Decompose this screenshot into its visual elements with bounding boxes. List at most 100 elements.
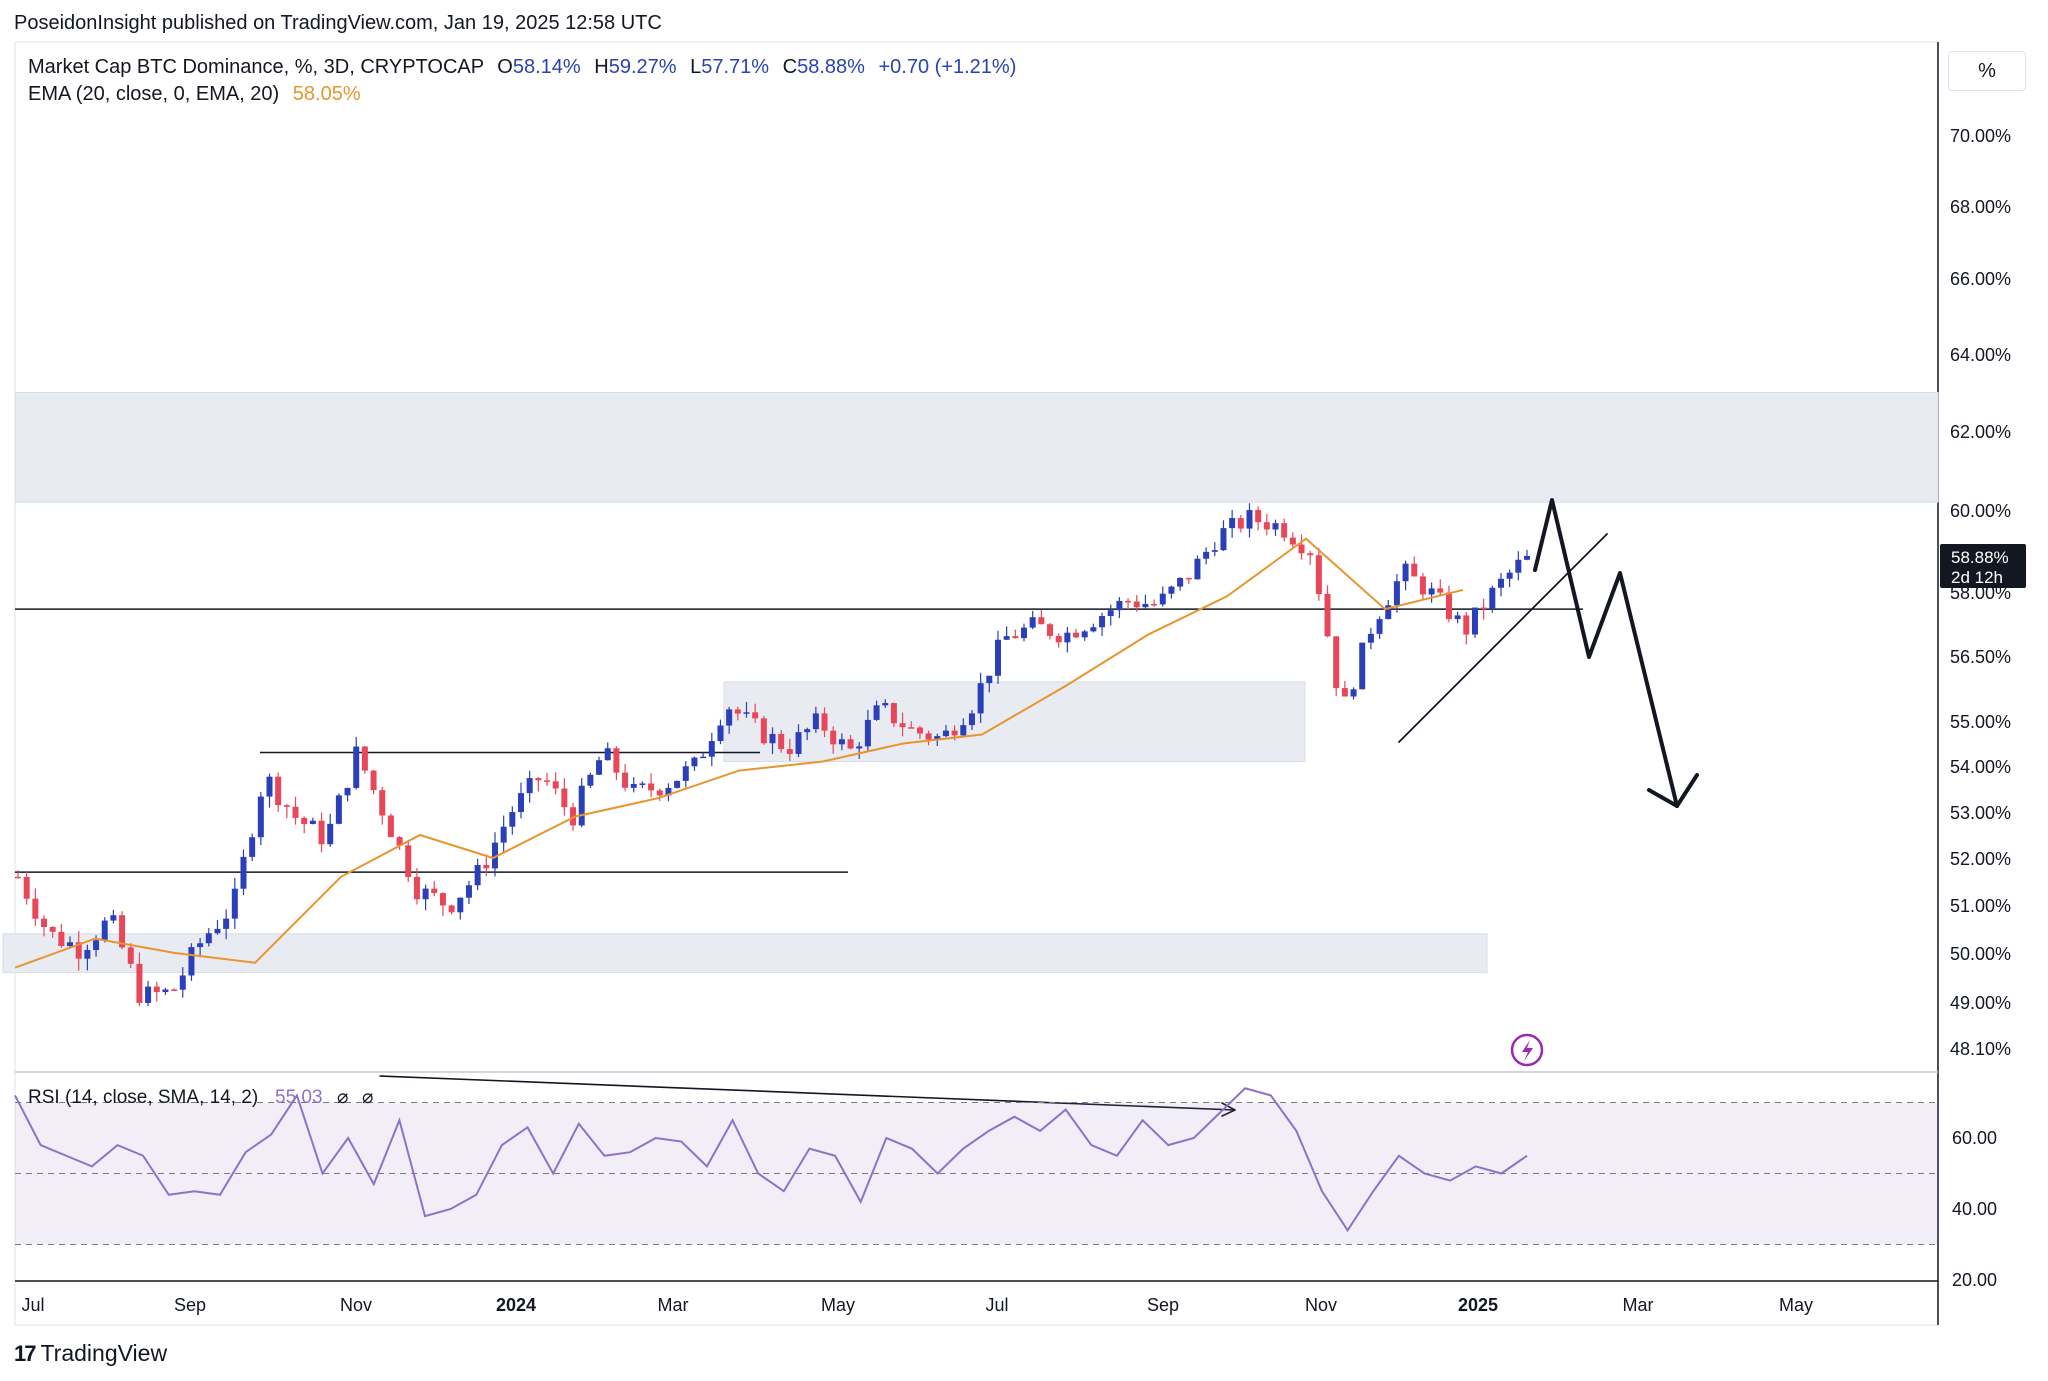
projection-arrowhead[interactable] [1647,773,1699,808]
candle[interactable] [613,746,620,781]
candle[interactable] [821,707,828,738]
candle[interactable] [500,815,507,853]
candle[interactable] [58,923,65,948]
candle[interactable] [1029,610,1036,630]
candle[interactable] [110,909,117,924]
candle[interactable] [717,719,724,745]
candle[interactable] [483,854,490,877]
candle[interactable] [882,699,889,709]
candle[interactable] [84,944,91,971]
candle[interactable] [1333,636,1340,697]
candle[interactable] [49,926,56,938]
candle[interactable] [240,849,247,896]
candle[interactable] [847,734,854,750]
candle[interactable] [283,804,290,819]
candle[interactable] [1038,609,1045,625]
candle[interactable] [1341,681,1348,697]
candle[interactable] [387,813,394,838]
lightning-icon[interactable] [1510,1033,1544,1067]
candle[interactable] [1211,542,1218,557]
candle[interactable] [1151,599,1158,607]
candle[interactable] [769,727,776,755]
candle[interactable] [743,702,750,718]
candle[interactable] [15,870,21,879]
candle[interactable] [899,712,906,737]
candle[interactable] [413,868,420,905]
candle[interactable] [916,725,923,739]
candle[interactable] [1246,503,1253,538]
candle[interactable] [439,892,446,917]
candle[interactable] [1237,514,1244,533]
candle[interactable] [986,675,993,693]
candle[interactable] [778,729,785,753]
candle[interactable] [1133,594,1140,612]
candle[interactable] [327,813,334,847]
candle[interactable] [1194,555,1201,580]
candle[interactable] [786,738,793,761]
candle[interactable] [1159,586,1166,607]
candle[interactable] [925,730,932,746]
candle[interactable] [1064,627,1071,653]
candle[interactable] [1350,687,1357,700]
candle[interactable] [214,919,221,935]
rsi-divergence-line[interactable] [379,1075,1236,1111]
candle[interactable] [1419,573,1426,600]
candle[interactable] [23,871,30,905]
candle[interactable] [804,727,811,741]
candle[interactable] [1203,547,1210,565]
candle[interactable] [1367,627,1374,650]
candle[interactable] [1055,633,1062,648]
candle[interactable] [145,980,152,1006]
candle[interactable] [1107,604,1114,626]
candle[interactable] [465,880,472,905]
candle[interactable] [1220,520,1227,552]
candle[interactable] [890,702,897,728]
candle[interactable] [153,981,160,1002]
candle[interactable] [457,897,464,920]
candle[interactable] [535,777,542,792]
candle[interactable] [795,724,802,758]
candle[interactable] [162,987,169,995]
candle[interactable] [405,839,412,882]
candle[interactable] [188,943,195,981]
candle[interactable] [1090,623,1097,633]
candle[interactable] [127,943,134,969]
candle[interactable] [448,904,455,915]
projection-path[interactable] [1533,498,1679,808]
candle[interactable] [726,706,733,734]
candle[interactable] [491,832,498,877]
candle[interactable] [1177,577,1184,591]
candle[interactable] [752,703,759,723]
symbol-title[interactable]: Market Cap BTC Dominance, %, 3D, CRYPTOC… [28,56,484,78]
candle[interactable] [691,756,698,771]
candle[interactable] [1047,622,1054,640]
candle[interactable] [856,742,863,759]
candle[interactable] [1376,616,1383,639]
candle[interactable] [1385,599,1392,620]
candle[interactable] [1099,612,1106,636]
candle[interactable] [67,936,74,949]
candle[interactable] [353,737,360,790]
candle[interactable] [136,952,143,1006]
candle[interactable] [812,706,819,733]
candle[interactable] [266,773,273,808]
candle[interactable] [544,772,551,786]
candle[interactable] [977,672,984,723]
candle[interactable] [639,781,646,788]
candle[interactable] [873,700,880,721]
candle[interactable] [249,833,256,862]
ema-legend-label[interactable]: EMA (20, close, 0, EMA, 20) [28,83,280,105]
candle[interactable] [1524,549,1530,561]
candle[interactable] [942,725,949,738]
candle[interactable] [1480,598,1487,620]
candle[interactable] [301,816,308,834]
candle[interactable] [370,769,377,795]
candle[interactable] [674,780,681,789]
candle[interactable] [578,778,585,828]
candle[interactable] [474,858,481,891]
symbol-legend[interactable]: Market Cap BTC Dominance, %, 3D, CRYPTOC… [28,56,1016,79]
candle[interactable] [1185,577,1192,584]
candle[interactable] [1489,585,1496,613]
candle[interactable] [561,778,568,816]
candle[interactable] [960,718,967,737]
